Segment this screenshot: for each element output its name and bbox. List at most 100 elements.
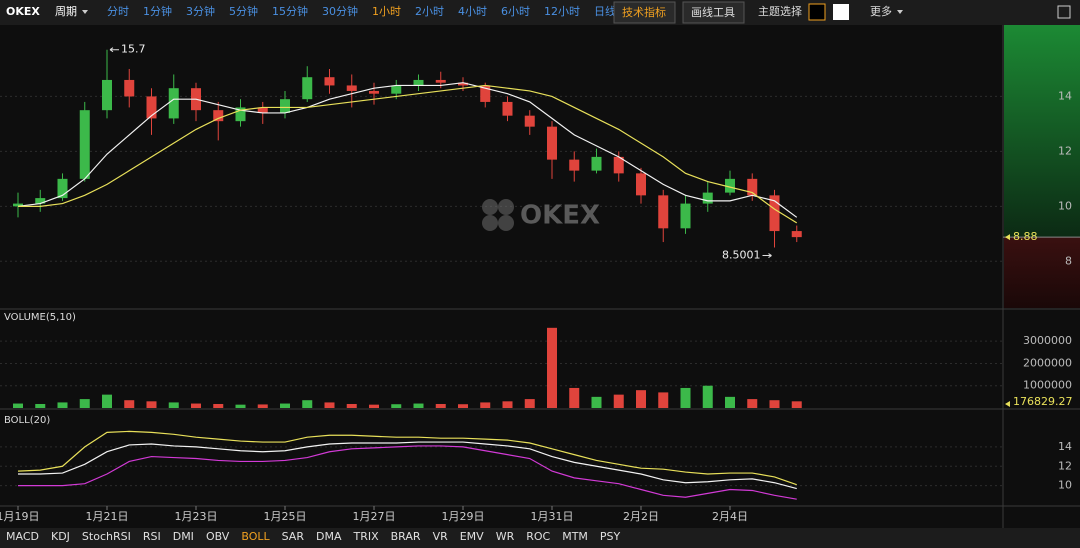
volume-bar	[769, 400, 780, 408]
interval-tab[interactable]: 12小时	[544, 5, 580, 18]
volume-bar	[413, 403, 424, 408]
candle-body	[302, 77, 313, 100]
candle-body	[280, 99, 290, 113]
interval-tab[interactable]: 日线	[594, 4, 616, 18]
y-tick-label: 1000000	[1023, 379, 1072, 392]
x-tick-label: 2月4日	[712, 510, 748, 523]
volume-bar	[791, 401, 802, 408]
candle-body	[257, 107, 268, 113]
volume-bar	[191, 403, 201, 408]
volume-bar	[280, 403, 290, 408]
indicator-tab[interactable]: SAR	[282, 530, 305, 543]
volume-bar	[747, 399, 758, 408]
indicator-line	[18, 441, 797, 490]
indicator-tab[interactable]: MACD	[6, 530, 39, 543]
candle-body	[146, 96, 157, 119]
x-tick-label: 1月27日	[353, 510, 396, 523]
volume-bar	[636, 390, 646, 408]
indicator-tab[interactable]: BOLL	[241, 530, 270, 543]
indicator-tab[interactable]: ROC	[526, 530, 550, 543]
indicator-line	[18, 84, 798, 224]
theme-light[interactable]	[833, 4, 849, 20]
indicator-tab[interactable]: TRIX	[352, 530, 379, 543]
indicator-tab[interactable]: RSI	[143, 530, 161, 543]
more-menu[interactable]: 更多	[870, 4, 892, 18]
theme-label: 主题选择	[758, 4, 802, 18]
toolbar-button[interactable]	[682, 1, 745, 24]
volume-bar	[13, 403, 23, 408]
interval-tab[interactable]: 15分钟	[272, 4, 308, 18]
panel-title: VOLUME(5,10)	[4, 312, 76, 323]
candle-body	[547, 126, 557, 160]
fullscreen-icon[interactable]	[1057, 5, 1071, 19]
interval-tab[interactable]: 1小时	[372, 5, 401, 18]
x-tick-label: 1月19日	[0, 510, 40, 523]
toolbar-button-label[interactable]: 画线工具	[691, 5, 735, 19]
indicator-tab[interactable]: StochRSI	[82, 530, 131, 543]
indicator-tab[interactable]: EMV	[460, 530, 484, 543]
indicator-tab[interactable]: DMI	[173, 530, 194, 543]
watermark: OKEX	[520, 201, 600, 231]
volume-bar	[524, 399, 535, 408]
candle-body	[613, 156, 624, 174]
candle-body	[57, 178, 68, 199]
interval-tab[interactable]: 30分钟	[322, 4, 358, 18]
volume-bar	[369, 404, 379, 408]
volume-bar	[235, 404, 246, 408]
indicator-tab[interactable]: VR	[433, 530, 449, 543]
volume-bar	[79, 399, 90, 408]
interval-tab[interactable]: 1分钟	[143, 4, 172, 18]
y-tick-label: 2000000	[1023, 356, 1072, 369]
indicator-line	[17, 82, 798, 218]
interval-tab[interactable]: 4小时	[458, 5, 487, 18]
toolbar-button-label[interactable]: 技术指标	[622, 5, 666, 19]
candle-body	[124, 79, 135, 97]
candle-body	[102, 79, 112, 111]
candle-body	[502, 101, 513, 116]
x-tick-label: 1月25日	[264, 510, 307, 523]
interval-tab[interactable]: 5分钟	[229, 4, 258, 18]
interval-tab[interactable]: 2小时	[415, 5, 444, 18]
watermark-icon	[482, 199, 514, 231]
period-menu[interactable]: 周期	[55, 5, 77, 18]
y-tick-label: 3000000	[1023, 334, 1072, 347]
indicator-tab[interactable]: KDJ	[51, 530, 70, 543]
dropdown-arrow	[897, 10, 903, 14]
interval-tab[interactable]: 分时	[107, 5, 129, 18]
volume-bar	[480, 402, 491, 408]
volume-bar	[124, 400, 135, 408]
indicator-tab[interactable]: WR	[496, 530, 515, 543]
candle-body	[35, 198, 46, 204]
toolbar-button[interactable]	[613, 1, 676, 24]
y-tick-label: 10	[1058, 199, 1072, 212]
y-tick-label: 12	[1058, 459, 1072, 472]
volume-bar	[146, 401, 157, 408]
last-arrow	[1005, 234, 1010, 241]
indicator-tab[interactable]: OBV	[206, 530, 230, 543]
interval-tab[interactable]: 6小时	[501, 5, 530, 18]
theme-dark[interactable]	[808, 3, 826, 21]
indicator-tab[interactable]: MTM	[562, 530, 588, 543]
indicator-tab[interactable]: BRAR	[391, 530, 421, 543]
volume-bar	[680, 387, 691, 408]
candle-body	[213, 110, 224, 122]
interval-tab[interactable]: 3分钟	[186, 4, 215, 18]
candle-body	[636, 173, 646, 196]
volume-bar	[502, 401, 513, 408]
last-price-label: 8.88	[1013, 230, 1038, 243]
volume-bar	[569, 387, 580, 408]
candle-body	[324, 77, 335, 86]
volume-bar	[168, 402, 179, 408]
volume-bar	[391, 404, 402, 408]
min-label: 8.5001	[722, 249, 761, 262]
candle-body	[725, 178, 735, 193]
indicator-tab[interactable]: DMA	[316, 530, 342, 543]
y-tick-label: 12	[1058, 144, 1072, 157]
volume-bar	[458, 404, 468, 408]
logo: OKEX	[6, 5, 40, 18]
indicator-tab[interactable]: PSY	[600, 530, 621, 543]
volume-bar	[346, 403, 357, 408]
candle-body	[369, 90, 379, 94]
